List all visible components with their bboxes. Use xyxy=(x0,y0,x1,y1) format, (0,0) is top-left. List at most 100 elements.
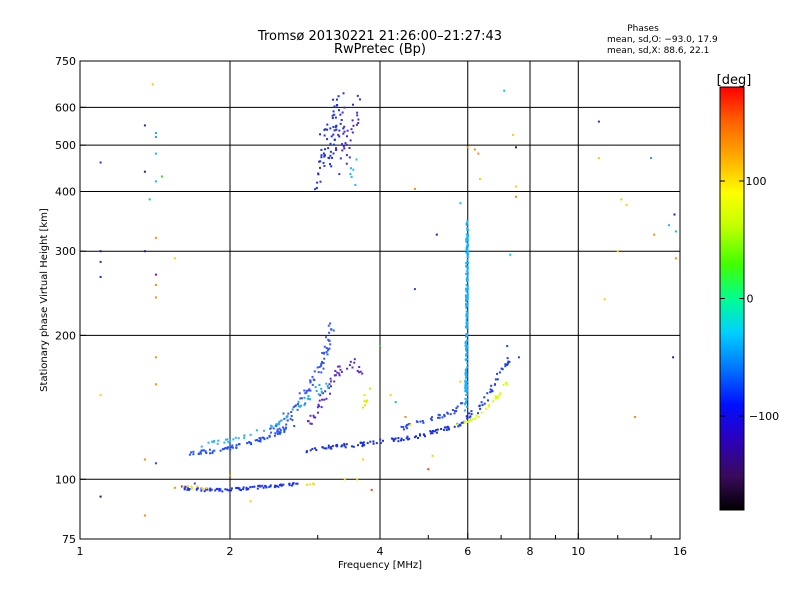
echo-point xyxy=(266,437,269,440)
echo-point xyxy=(456,423,459,426)
echo-point xyxy=(321,360,323,363)
echo-point xyxy=(464,354,467,357)
echo-point xyxy=(483,402,486,405)
echo-point xyxy=(465,310,468,313)
echo-point xyxy=(230,487,233,490)
echo-point xyxy=(247,487,250,490)
echo-point xyxy=(379,438,382,441)
echo-point xyxy=(143,250,146,253)
echo-point xyxy=(289,417,292,420)
chart-title: Tromsø 20130221 21:26:00–21:27:43 xyxy=(257,29,502,44)
echo-point xyxy=(334,116,337,119)
echo-point xyxy=(208,448,211,451)
echo-point xyxy=(323,154,326,157)
echo-point xyxy=(474,417,477,420)
echo-point xyxy=(333,374,336,377)
echo-point xyxy=(192,450,195,453)
echo-point xyxy=(335,147,337,150)
echo-point xyxy=(339,157,342,160)
echo-point xyxy=(341,143,343,146)
echo-point xyxy=(464,342,467,345)
echo-point xyxy=(413,187,416,190)
echo-point xyxy=(275,423,278,426)
echo-point xyxy=(331,114,334,117)
echo-point xyxy=(311,383,314,386)
echo-point xyxy=(343,444,346,447)
echo-point xyxy=(190,451,193,454)
echo-point xyxy=(504,365,507,368)
echo-point xyxy=(291,408,294,411)
echo-point xyxy=(329,150,332,153)
echo-point xyxy=(672,356,675,359)
echo-point xyxy=(312,378,315,381)
echo-point xyxy=(322,152,325,155)
echo-point xyxy=(375,442,378,445)
x-tick-label: 10 xyxy=(571,545,585,558)
echo-point xyxy=(465,300,468,302)
echo-point xyxy=(226,438,229,441)
echo-point xyxy=(466,358,469,360)
echo-point xyxy=(419,420,422,423)
echo-point xyxy=(498,371,501,374)
echo-point xyxy=(337,133,340,136)
echo-point xyxy=(352,168,355,171)
echo-point xyxy=(470,418,473,421)
echo-point xyxy=(343,443,346,445)
echo-point xyxy=(404,425,407,428)
echo-point xyxy=(224,447,227,449)
echo-point xyxy=(464,370,467,373)
echo-point xyxy=(340,370,343,373)
echo-point xyxy=(466,417,469,420)
echo-point xyxy=(238,488,241,491)
echo-point xyxy=(277,485,280,488)
colorbar-ticks: 100 0 −100 xyxy=(720,175,779,423)
echo-point xyxy=(246,488,249,491)
echo-point xyxy=(430,419,433,422)
echo-point xyxy=(346,367,349,370)
echo-point xyxy=(475,414,478,417)
echo-point xyxy=(348,364,351,367)
echo-point xyxy=(464,358,467,361)
echo-point xyxy=(284,426,287,429)
echo-point xyxy=(465,376,468,379)
echo-point xyxy=(361,372,364,375)
echo-point xyxy=(314,416,317,419)
echo-point xyxy=(329,127,332,130)
echo-point xyxy=(283,430,286,433)
echo-point xyxy=(333,105,336,108)
echo-point xyxy=(466,286,469,289)
echo-point xyxy=(356,111,359,114)
echo-point xyxy=(465,398,468,401)
echo-point xyxy=(449,413,452,416)
echo-point xyxy=(328,383,331,386)
chart-subtitle: RwPretec (Bp) xyxy=(334,42,426,57)
echo-point xyxy=(211,440,214,443)
echo-point xyxy=(154,136,157,138)
echo-point xyxy=(372,442,375,445)
echo-point xyxy=(225,438,227,441)
echo-point xyxy=(221,448,224,451)
echo-point xyxy=(517,356,520,359)
echo-point xyxy=(269,484,272,487)
echo-point xyxy=(325,351,328,354)
echo-point xyxy=(230,489,233,492)
echo-point xyxy=(465,222,468,225)
echo-point xyxy=(183,487,186,490)
echo-point xyxy=(330,380,332,383)
echo-point xyxy=(446,411,449,414)
echo-point xyxy=(496,395,499,398)
echo-point xyxy=(620,198,623,201)
echo-point xyxy=(334,370,337,372)
echo-point xyxy=(359,98,361,101)
echo-point xyxy=(333,113,336,116)
echo-point xyxy=(506,362,509,365)
echo-point xyxy=(300,404,303,407)
echo-point xyxy=(274,484,277,487)
echo-point xyxy=(199,452,202,455)
echo-point xyxy=(235,446,238,449)
echo-point xyxy=(325,347,328,349)
echo-point xyxy=(311,375,314,378)
echo-point xyxy=(464,383,467,386)
echo-point xyxy=(309,379,312,382)
echo-point xyxy=(318,399,321,402)
